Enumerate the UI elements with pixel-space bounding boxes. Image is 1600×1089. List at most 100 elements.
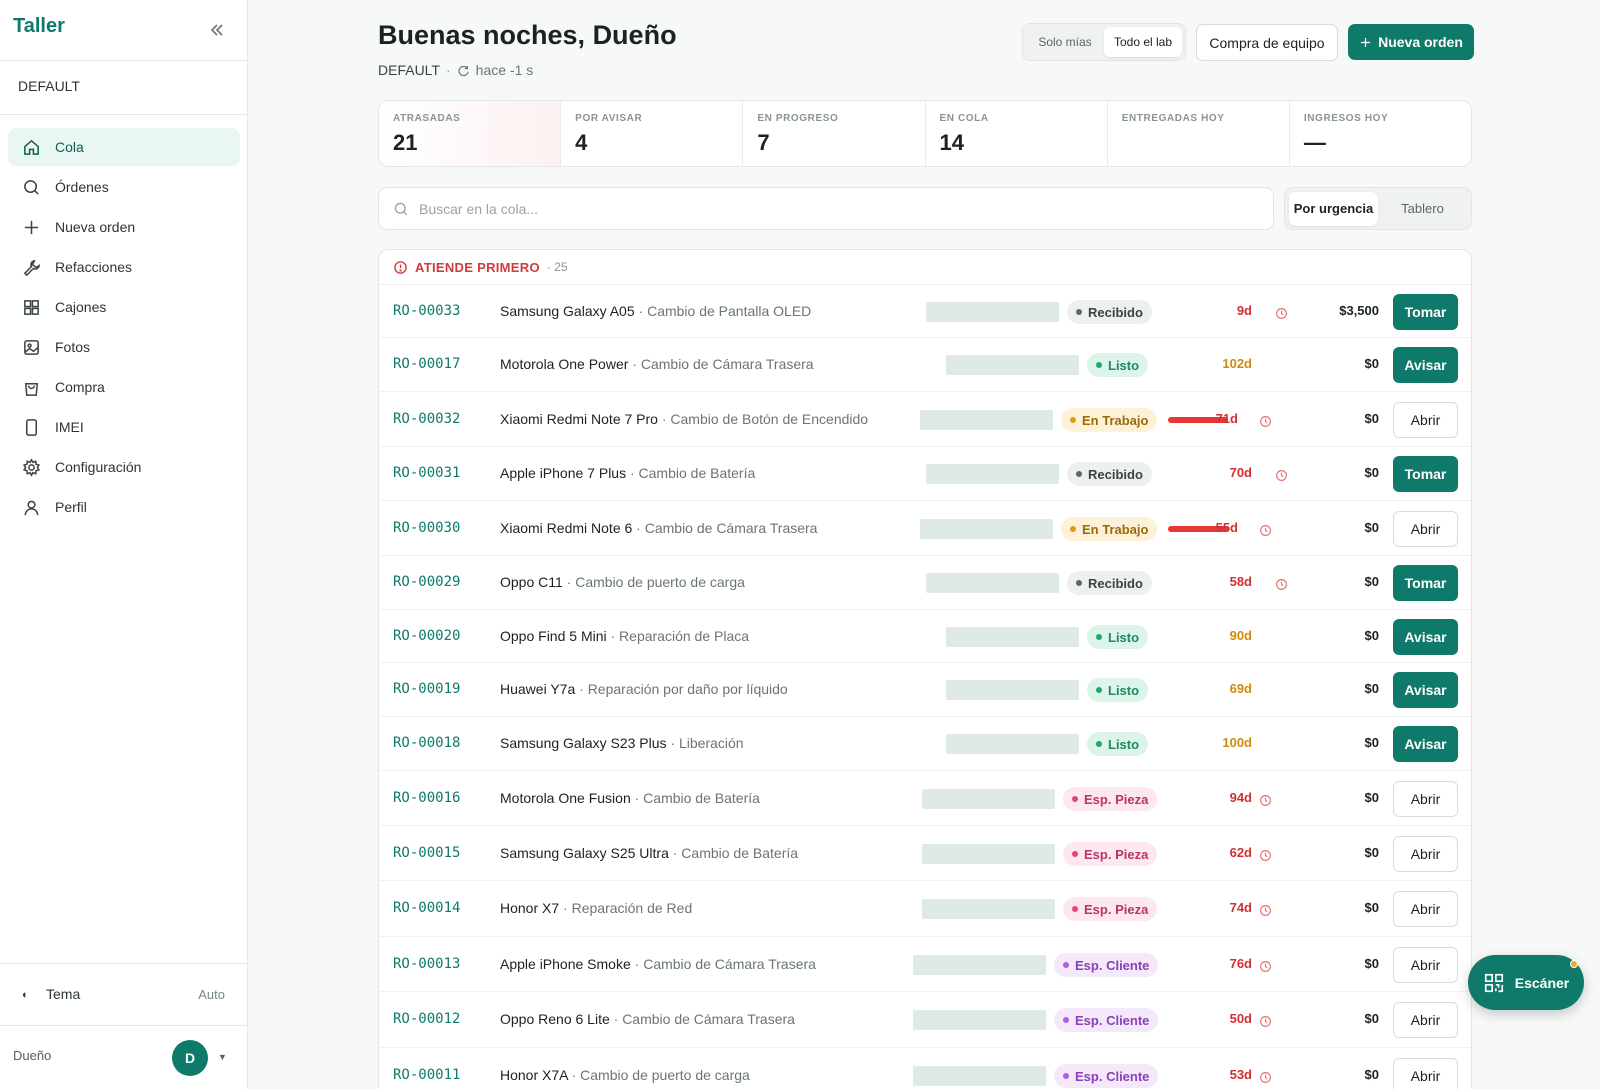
page-subtitle: DEFAULT · hace -1 s — [378, 62, 533, 78]
order-id-link[interactable]: RO-00015 — [393, 845, 461, 861]
table-row[interactable]: RO-00015 Samsung Galaxy S25 Ultra · Cambi… — [379, 826, 1471, 881]
table-row[interactable]: RO-00012 Oppo Reno 6 Lite · Cambio de Cám… — [379, 992, 1471, 1048]
grid-icon — [24, 299, 39, 315]
order-id-link[interactable]: RO-00016 — [393, 790, 461, 806]
table-row[interactable]: RO-00031 Apple iPhone 7 Plus · Cambio de … — [379, 447, 1471, 501]
row-action-button[interactable]: Avisar — [1393, 619, 1458, 655]
sidebar-item-cajones[interactable]: Cajones — [8, 288, 240, 326]
order-id-link[interactable]: RO-00029 — [393, 574, 461, 590]
table-row[interactable]: RO-00029 Oppo C11 · Cambio de puerto de c… — [379, 556, 1471, 610]
order-id-link[interactable]: RO-00011 — [393, 1067, 461, 1083]
brand-logo[interactable]: Taller — [13, 15, 65, 37]
order-id-link[interactable]: RO-00032 — [393, 411, 461, 427]
status-label: Listo — [1108, 629, 1140, 645]
view-option-tablero[interactable]: Tablero — [1401, 201, 1444, 216]
order-id-link[interactable]: RO-00031 — [393, 465, 461, 481]
order-age: 100d — [1222, 735, 1252, 750]
table-row[interactable]: RO-00033 Samsung Galaxy A05 · Cambio de P… — [379, 285, 1471, 338]
sidebar-item-ordenes[interactable]: Órdenes — [8, 168, 240, 206]
stat-en-progreso[interactable]: EN PROGRESO 7 — [743, 101, 926, 166]
new-order-label: Nueva orden — [1378, 34, 1463, 50]
status-badge: Esp. Pieza — [1063, 787, 1158, 811]
row-action-button[interactable]: Abrir — [1393, 836, 1458, 872]
row-action-button[interactable]: Abrir — [1393, 781, 1458, 817]
view-option-urgencia[interactable]: Por urgencia — [1289, 191, 1378, 226]
workspace-row[interactable]: DEFAULT — [0, 61, 247, 115]
progress-placeholder — [913, 1010, 1046, 1030]
row-action-button[interactable]: Avisar — [1393, 672, 1458, 708]
row-action-button[interactable]: Avisar — [1393, 726, 1458, 762]
device-name: Apple iPhone Smoke — [500, 956, 631, 972]
progress-placeholder — [920, 519, 1053, 539]
progress-placeholder — [913, 955, 1046, 975]
sidebar-item-configuracion[interactable]: Configuración — [8, 448, 240, 486]
order-id-link[interactable]: RO-00013 — [393, 956, 461, 972]
order-id-link[interactable]: RO-00017 — [393, 356, 461, 372]
sidebar-item-compra[interactable]: Compra — [8, 368, 240, 406]
row-action-button[interactable]: Avisar — [1393, 347, 1458, 383]
scope-option-all[interactable]: Todo el lab — [1104, 27, 1182, 57]
order-amount: $0 — [1364, 465, 1379, 480]
stat-entregadas-hoy[interactable]: ENTREGADAS HOY — [1108, 101, 1290, 166]
order-id-link[interactable]: RO-00014 — [393, 900, 461, 916]
scope-option-mine[interactable]: Solo mías — [1038, 35, 1092, 49]
row-action-button[interactable]: Abrir — [1393, 947, 1458, 983]
collapse-sidebar-icon[interactable] — [207, 20, 227, 40]
stat-en-cola[interactable]: EN COLA 14 — [926, 101, 1108, 166]
sidebar-item-nueva-orden[interactable]: Nueva orden — [8, 208, 240, 246]
qr-code-icon — [1484, 973, 1503, 992]
order-id-link[interactable]: RO-00018 — [393, 735, 461, 751]
table-row[interactable]: RO-00020 Oppo Find 5 Mini · Reparación de… — [379, 610, 1471, 663]
stat-ingresos-hoy[interactable]: INGRESOS HOY — — [1290, 101, 1471, 166]
status-dot — [1076, 471, 1082, 477]
table-row[interactable]: RO-00018 Samsung Galaxy S23 Plus · Libera… — [379, 717, 1471, 771]
row-action-button[interactable]: Abrir — [1393, 511, 1458, 547]
sidebar-item-label: Órdenes — [55, 179, 109, 195]
sidebar-item-perfil[interactable]: Perfil — [8, 488, 240, 526]
clock-icon — [1276, 470, 1287, 481]
service-name: · Cambio de Botón de Encendido — [661, 411, 869, 427]
table-row[interactable]: RO-00013 Apple iPhone Smoke · Cambio de C… — [379, 937, 1471, 992]
sidebar-item-refacciones[interactable]: Refacciones — [8, 248, 240, 286]
order-id-link[interactable]: RO-00012 — [393, 1011, 461, 1027]
status-dot — [1096, 362, 1102, 368]
order-id-link[interactable]: RO-00020 — [393, 628, 461, 644]
status-dot — [1072, 851, 1078, 857]
order-id-link[interactable]: RO-00033 — [393, 303, 461, 319]
order-id-link[interactable]: RO-00030 — [393, 520, 461, 536]
stat-por-avisar[interactable]: POR AVISAR 4 — [561, 101, 744, 166]
caret-down-icon[interactable]: ▼ — [218, 1052, 227, 1062]
table-row[interactable]: RO-00014 Honor X7 · Reparación de Red Esp.… — [379, 881, 1471, 937]
table-row[interactable]: RO-00017 Motorola One Power · Cambio de C… — [379, 338, 1471, 392]
table-row[interactable]: RO-00016 Motorola One Fusion · Cambio de … — [379, 771, 1471, 826]
row-action-button[interactable]: Tomar — [1393, 565, 1458, 601]
row-action-button[interactable]: Abrir — [1393, 891, 1458, 927]
row-action-button[interactable]: Abrir — [1393, 1058, 1458, 1089]
order-amount: $0 — [1364, 628, 1379, 643]
device-name: Motorola One Power — [500, 356, 629, 372]
search-input[interactable] — [419, 200, 1219, 217]
table-row[interactable]: RO-00030 Xiaomi Redmi Note 6 · Cambio de … — [379, 501, 1471, 556]
order-id-link[interactable]: RO-00019 — [393, 681, 461, 697]
bag-icon — [24, 382, 39, 396]
status-badge: En Trabajo — [1061, 517, 1158, 541]
avatar[interactable]: D — [172, 1040, 208, 1076]
row-action-button[interactable]: Tomar — [1393, 456, 1458, 492]
theme-toggle[interactable]: ◐ Tema Auto — [0, 963, 247, 1026]
new-order-button[interactable]: Nueva orden — [1348, 24, 1474, 60]
sidebar-item-imei[interactable]: IMEI — [8, 408, 240, 446]
sidebar-item-cola[interactable]: Cola — [8, 128, 240, 166]
row-action-button[interactable]: Tomar — [1393, 294, 1458, 330]
stat-atrasadas[interactable]: ATRASADAS 21 — [379, 101, 562, 166]
sidebar-item-fotos[interactable]: Fotos — [8, 328, 240, 366]
table-row[interactable]: RO-00032 Xiaomi Redmi Note 7 Pro · Cambio… — [379, 392, 1471, 447]
row-action-button[interactable]: Abrir — [1393, 1002, 1458, 1038]
row-action-button[interactable]: Abrir — [1393, 402, 1458, 438]
table-row[interactable]: RO-00011 Honor X7A · Cambio de puerto de … — [379, 1048, 1471, 1089]
table-row[interactable]: RO-00019 Huawei Y7a · Reparación por daño… — [379, 663, 1471, 717]
refresh-icon[interactable] — [457, 64, 470, 77]
status-badge: Listo — [1087, 353, 1149, 377]
purchase-equipment-button[interactable]: Compra de equipo — [1196, 24, 1338, 61]
scanner-button[interactable]: Escáner — [1468, 955, 1584, 1010]
sidebar-item-label: Cola — [55, 139, 84, 155]
